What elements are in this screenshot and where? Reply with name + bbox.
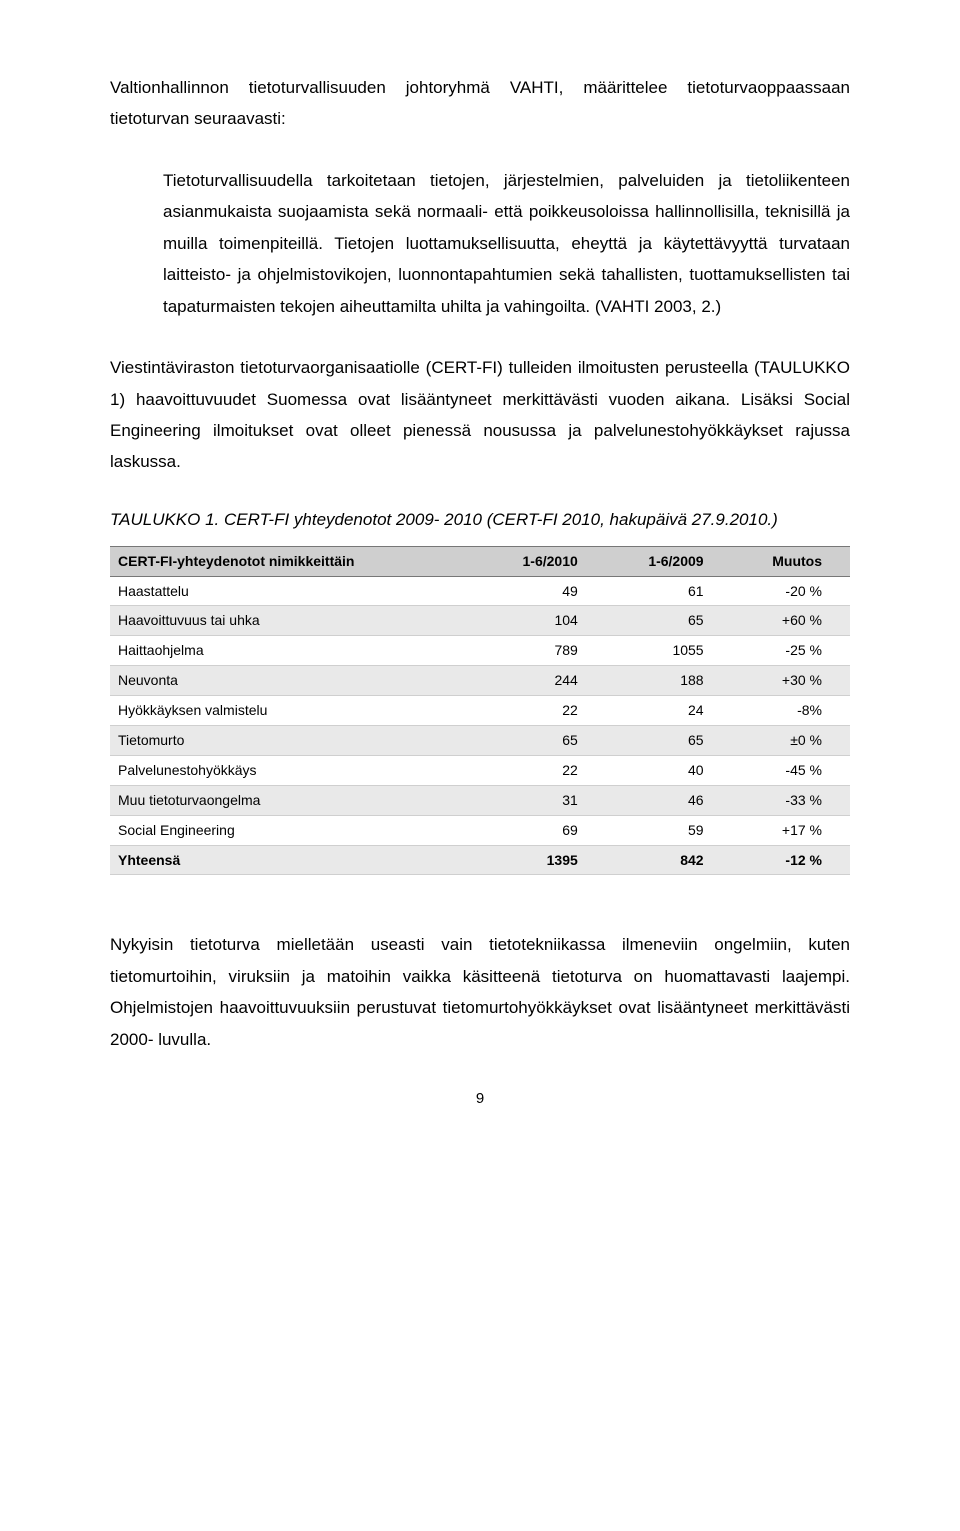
row-value-2010: 22: [480, 696, 606, 726]
table-total-row: Yhteensä1395842-12 %: [110, 845, 850, 875]
row-label: Palvelunestohyökkäys: [110, 755, 480, 785]
row-value-2009: 65: [606, 606, 732, 636]
row-value-2009: 59: [606, 815, 732, 845]
page-number: 9: [110, 1085, 850, 1113]
table-row: Tietomurto6565±0 %: [110, 725, 850, 755]
row-value-2010: 22: [480, 755, 606, 785]
row-value-2009: 1055: [606, 636, 732, 666]
table-row: Haittaohjelma7891055-25 %: [110, 636, 850, 666]
col-header-name: CERT-FI-yhteydenotot nimikkeittäin: [110, 546, 480, 576]
table-header-row: CERT-FI-yhteydenotot nimikkeittäin 1-6/2…: [110, 546, 850, 576]
table-row: Haastattelu4961-20 %: [110, 576, 850, 606]
table-row: Palvelunestohyökkäys2240-45 %: [110, 755, 850, 785]
row-change: ±0 %: [732, 725, 850, 755]
row-value-2009: 65: [606, 725, 732, 755]
row-value-2009: 61: [606, 576, 732, 606]
body-paragraph-1: Viestintäviraston tietoturvaorganisaatio…: [110, 352, 850, 478]
row-value-2010: 49: [480, 576, 606, 606]
row-change: +17 %: [732, 815, 850, 845]
row-value-2010: 1395: [480, 845, 606, 875]
row-change: -25 %: [732, 636, 850, 666]
table-row: Social Engineering6959+17 %: [110, 815, 850, 845]
row-label: Muu tietoturvaongelma: [110, 785, 480, 815]
col-header-2009: 1-6/2009: [606, 546, 732, 576]
row-change: -12 %: [732, 845, 850, 875]
col-header-2010: 1-6/2010: [480, 546, 606, 576]
row-value-2009: 46: [606, 785, 732, 815]
row-label: Neuvonta: [110, 666, 480, 696]
row-label: Haavoittuvuus tai uhka: [110, 606, 480, 636]
intro-paragraph: Valtionhallinnon tietoturvallisuuden joh…: [110, 72, 850, 135]
row-value-2010: 69: [480, 815, 606, 845]
table-row: Hyökkäyksen valmistelu2224-8%: [110, 696, 850, 726]
table-row: Neuvonta244188+30 %: [110, 666, 850, 696]
row-change: +60 %: [732, 606, 850, 636]
row-label: Haittaohjelma: [110, 636, 480, 666]
row-value-2010: 31: [480, 785, 606, 815]
cert-fi-table: CERT-FI-yhteydenotot nimikkeittäin 1-6/2…: [110, 546, 850, 876]
row-label: Yhteensä: [110, 845, 480, 875]
row-value-2009: 842: [606, 845, 732, 875]
row-change: -45 %: [732, 755, 850, 785]
table-row: Haavoittuvuus tai uhka10465+60 %: [110, 606, 850, 636]
row-value-2010: 789: [480, 636, 606, 666]
row-change: +30 %: [732, 666, 850, 696]
row-value-2010: 244: [480, 666, 606, 696]
row-label: Hyökkäyksen valmistelu: [110, 696, 480, 726]
row-value-2009: 24: [606, 696, 732, 726]
row-label: Haastattelu: [110, 576, 480, 606]
row-value-2009: 40: [606, 755, 732, 785]
row-change: -8%: [732, 696, 850, 726]
table-caption: TAULUKKO 1. CERT-FI yhteydenotot 2009- 2…: [110, 508, 850, 532]
row-value-2010: 65: [480, 725, 606, 755]
row-label: Social Engineering: [110, 815, 480, 845]
row-label: Tietomurto: [110, 725, 480, 755]
row-value-2010: 104: [480, 606, 606, 636]
row-change: -20 %: [732, 576, 850, 606]
definition-quote: Tietoturvallisuudella tarkoitetaan tieto…: [163, 165, 850, 322]
row-change: -33 %: [732, 785, 850, 815]
row-value-2009: 188: [606, 666, 732, 696]
body-paragraph-2: Nykyisin tietoturva mielletään useasti v…: [110, 929, 850, 1055]
col-header-change: Muutos: [732, 546, 850, 576]
table-row: Muu tietoturvaongelma3146-33 %: [110, 785, 850, 815]
